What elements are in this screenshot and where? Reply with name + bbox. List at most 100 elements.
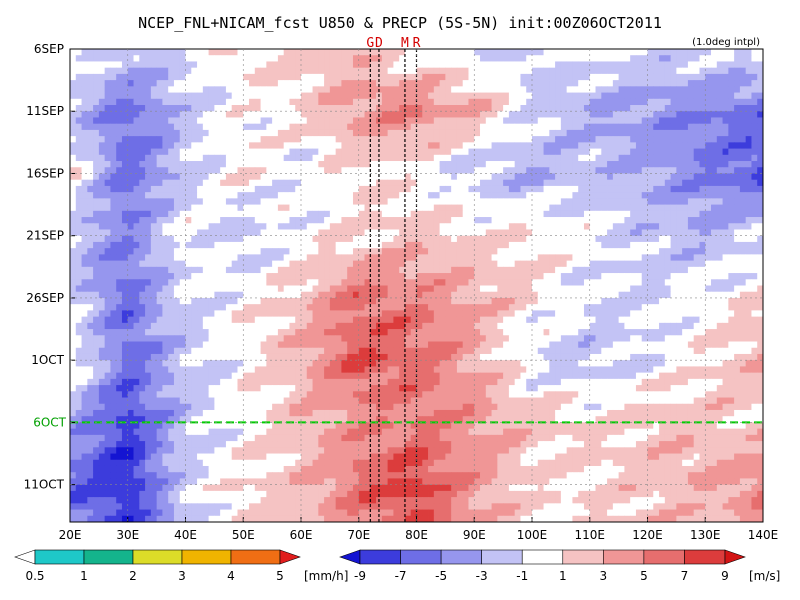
field-cell	[583, 260, 591, 268]
field-cell	[451, 192, 458, 199]
field-cell	[162, 192, 169, 199]
field-cell	[595, 148, 602, 156]
field-cell	[445, 304, 452, 311]
field-cell	[456, 167, 464, 174]
field-cell	[705, 297, 712, 305]
field-cell	[150, 266, 158, 274]
field-cell	[659, 86, 666, 93]
field-cell	[301, 273, 308, 280]
field-cell	[739, 285, 747, 293]
field-cell	[283, 154, 290, 162]
field-cell	[98, 123, 106, 131]
field-cell	[635, 55, 643, 62]
field-cell	[98, 154, 106, 162]
field-cell	[474, 304, 481, 311]
field-cell	[393, 241, 400, 249]
field-cell	[301, 235, 308, 243]
field-cell	[607, 229, 614, 237]
field-cell	[751, 254, 758, 261]
field-cell	[341, 266, 348, 274]
field-cell	[416, 235, 423, 243]
field-cell	[318, 67, 325, 75]
field-cell	[687, 161, 695, 168]
field-cell	[93, 248, 100, 255]
field-cell	[399, 210, 406, 218]
field-cell	[116, 223, 123, 230]
field-cell	[81, 304, 88, 311]
field-cell	[699, 136, 706, 143]
field-cell	[711, 217, 718, 224]
field-cell	[272, 210, 279, 218]
field-cell	[549, 61, 556, 69]
field-cell	[485, 229, 492, 237]
field-cell	[214, 223, 221, 230]
field-cell	[537, 241, 544, 249]
field-cell	[214, 123, 221, 131]
field-cell	[93, 123, 100, 131]
field-cell	[659, 154, 666, 162]
field-cell	[116, 142, 123, 149]
field-cell	[745, 167, 752, 174]
field-cell	[277, 254, 285, 261]
field-cell	[595, 154, 602, 162]
field-cell	[191, 92, 198, 100]
field-cell	[70, 173, 77, 181]
field-cell	[682, 210, 689, 218]
field-cell	[185, 142, 192, 149]
field-cell	[283, 49, 290, 56]
field-cell	[393, 235, 400, 243]
field-cell	[589, 86, 596, 93]
field-cell	[312, 49, 319, 56]
field-cell	[341, 142, 348, 149]
field-cell	[647, 248, 654, 255]
field-cell	[555, 229, 562, 237]
field-cell	[601, 148, 608, 156]
field-cell	[693, 198, 700, 205]
field-cell	[208, 260, 215, 268]
field-cell	[583, 185, 591, 193]
field-cell	[197, 123, 204, 131]
field-cell	[341, 73, 348, 81]
field-cell	[156, 80, 163, 87]
field-cell	[93, 98, 100, 106]
field-cell	[699, 254, 706, 261]
field-cell	[220, 285, 227, 293]
field-cell	[555, 67, 562, 75]
field-cell	[335, 154, 342, 162]
field-cell	[676, 142, 683, 149]
field-cell	[225, 241, 233, 249]
field-cell	[104, 92, 111, 100]
field-cell	[352, 241, 360, 249]
field-cell	[549, 260, 556, 268]
field-cell	[722, 61, 729, 69]
field-cell	[410, 136, 417, 143]
field-cell	[70, 61, 77, 69]
field-cell	[635, 123, 643, 131]
field-cell	[757, 260, 764, 268]
field-cell	[191, 217, 198, 224]
field-cell	[81, 291, 88, 299]
field-cell	[121, 297, 129, 305]
field-cell	[289, 273, 296, 280]
field-cell	[81, 273, 88, 280]
field-cell	[514, 241, 521, 249]
field-cell	[647, 154, 654, 162]
field-cell	[277, 154, 285, 162]
field-cell	[156, 142, 163, 149]
field-cell	[670, 61, 677, 69]
field-cell	[566, 248, 573, 255]
field-cell	[370, 148, 377, 156]
field-cell	[370, 111, 377, 118]
field-cell	[716, 241, 723, 249]
field-cell	[139, 49, 146, 56]
field-cell	[347, 123, 354, 131]
field-cell	[682, 291, 689, 299]
field-cell	[243, 55, 250, 62]
field-cell	[624, 67, 631, 75]
field-cell	[641, 254, 648, 261]
field-cell	[508, 55, 516, 62]
field-cell	[508, 260, 516, 268]
field-cell	[225, 210, 233, 218]
field-cell	[682, 217, 689, 224]
field-cell	[150, 254, 158, 261]
